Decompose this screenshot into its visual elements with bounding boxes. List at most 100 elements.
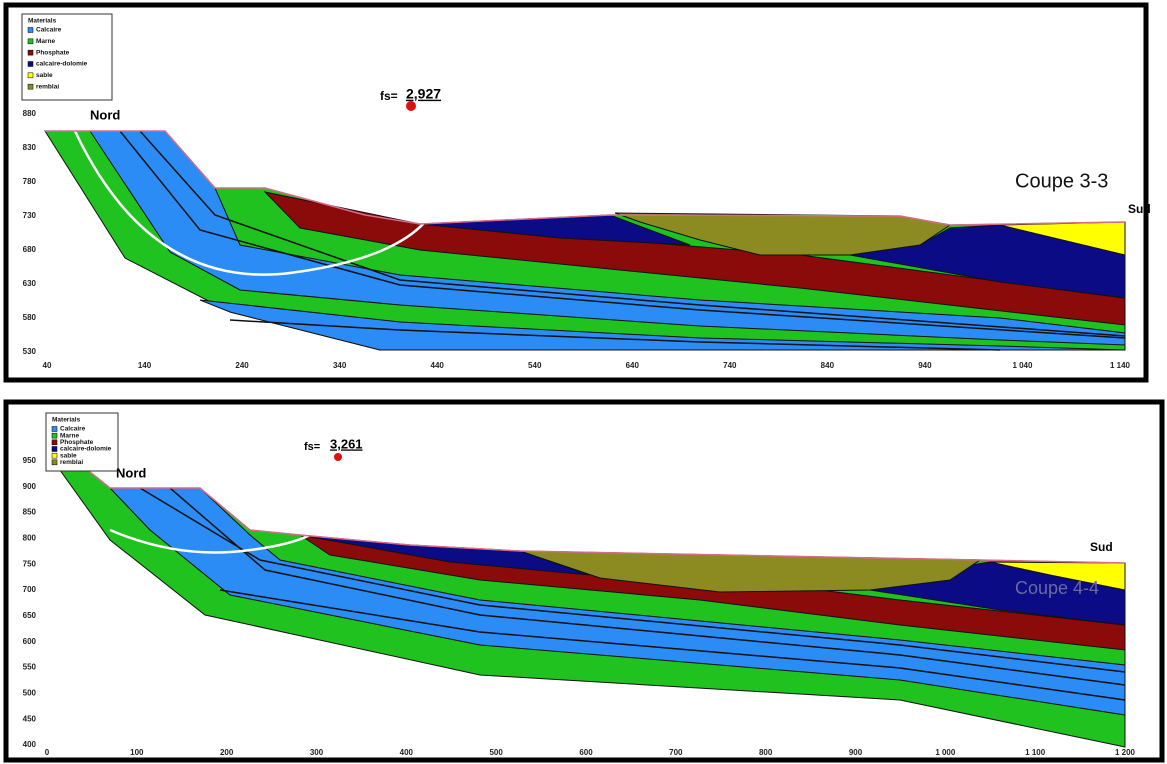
north-label: Nord <box>90 107 120 122</box>
legend-swatch <box>51 446 58 452</box>
x-tick-label: 240 <box>235 361 249 370</box>
bedding-line <box>139 487 1126 673</box>
x-tick-label: 0 <box>45 748 50 757</box>
x-tick-label: 700 <box>669 748 683 757</box>
y-tick-label: 850 <box>23 508 37 517</box>
legend-swatch <box>27 72 34 79</box>
x-tick-label: 200 <box>220 748 234 757</box>
legend-swatch <box>27 27 34 33</box>
x-tick-label: 100 <box>130 748 144 757</box>
y-tick-label: 750 <box>23 559 37 568</box>
x-tick-label: 440 <box>431 361 445 370</box>
legend-box <box>45 412 119 472</box>
bedding-line <box>119 130 1126 339</box>
slip-center <box>406 101 416 111</box>
y-tick-label: 550 <box>23 663 37 672</box>
x-tick-label: 540 <box>528 361 542 370</box>
legend-label: remblai <box>60 459 83 466</box>
legend-label: Calcaire <box>60 426 86 433</box>
bedding-lines <box>119 130 1126 351</box>
y-tick-label: 680 <box>23 245 37 254</box>
legend-label: sable <box>60 452 77 459</box>
legend-label: Phosphate <box>60 439 94 446</box>
y-tick-label: 700 <box>23 585 37 594</box>
legend-label: Marne <box>36 38 56 45</box>
x-tick-label: 300 <box>310 748 324 757</box>
legend-label: Phosphate <box>36 49 70 56</box>
ground-surface <box>46 451 1126 564</box>
legend-title: Materials <box>52 417 81 424</box>
fs-label: fs= <box>304 441 320 453</box>
layer-calcaire <box>199 299 1126 351</box>
legend-label: Marne <box>60 432 80 439</box>
legend-swatch <box>51 459 58 466</box>
legend-swatch <box>51 452 58 459</box>
x-tick-label: 340 <box>333 361 347 370</box>
x-tick-label: 1 100 <box>1025 748 1046 757</box>
x-tick-label: 1 000 <box>935 748 956 757</box>
ground-surface <box>45 130 1126 226</box>
y-tick-label: 730 <box>23 211 37 220</box>
x-tick-label: 1 200 <box>1115 748 1136 757</box>
section-label: Coupe 3-3 <box>1015 170 1108 192</box>
layer-calcaire <box>108 487 1126 716</box>
slip-circle <box>73 130 426 276</box>
y-tick-label: 530 <box>23 347 37 356</box>
legend-swatch <box>27 61 34 67</box>
x-tick-label: 900 <box>849 748 863 757</box>
y-tick-label: 580 <box>23 313 37 322</box>
x-tick-label: 1 140 <box>1110 361 1131 370</box>
x-tick-label: 500 <box>489 748 503 757</box>
south-label: Sud <box>1128 202 1151 216</box>
bedding-line <box>139 130 1126 337</box>
y-tick-label: 650 <box>23 611 37 620</box>
legend-swatch <box>51 426 58 432</box>
bedding-line <box>219 589 1126 701</box>
y-tick-label: 830 <box>23 143 37 152</box>
legend-swatch <box>27 49 34 56</box>
slip-circle <box>109 528 311 554</box>
y-tick-label: 600 <box>23 637 37 646</box>
north-label: Nord <box>116 465 146 480</box>
y-tick-label: 800 <box>23 534 37 543</box>
x-tick-label: 140 <box>138 361 152 370</box>
x-tick-label: 640 <box>626 361 640 370</box>
bedding-line <box>169 487 1126 686</box>
section-label: Coupe 4-4 <box>1015 578 1099 598</box>
bedding-line <box>229 319 1001 351</box>
x-tick-label: 40 <box>43 361 52 370</box>
legend-label: sable <box>36 72 53 79</box>
y-tick-label: 450 <box>23 714 37 723</box>
y-tick-label: 630 <box>23 279 37 288</box>
y-tick-label: 780 <box>23 177 37 186</box>
x-tick-label: 1 040 <box>1012 361 1033 370</box>
legend-label: calcaire-dolomie <box>36 61 88 68</box>
legend-swatch <box>51 432 58 439</box>
legend-title: Materials <box>28 18 57 25</box>
legend-label: Calcaire <box>36 27 62 34</box>
x-tick-label: 800 <box>759 748 773 757</box>
fs-value: 3,261 <box>330 436 363 451</box>
x-tick-label: 400 <box>400 748 414 757</box>
y-tick-label: 880 <box>23 109 37 118</box>
y-tick-label: 950 <box>23 456 37 465</box>
legend-swatch <box>51 439 58 446</box>
legend-label: calcaire-dolomie <box>60 446 112 453</box>
fs-label: fs= <box>380 89 398 103</box>
y-tick-label: 400 <box>23 740 37 749</box>
legend-swatch <box>27 83 34 90</box>
fs-value: 2,927 <box>406 86 441 102</box>
slip-center <box>334 453 342 461</box>
legend-box <box>21 13 113 101</box>
section-panel: 950 900 850 800 750 700 650 600 550 500 450 400 0 100… <box>3 399 1165 763</box>
x-tick-label: 840 <box>821 361 835 370</box>
y-tick-label: 500 <box>23 688 37 697</box>
x-tick-label: 740 <box>723 361 737 370</box>
x-tick-label: 940 <box>918 361 932 370</box>
bedding-lines <box>139 487 1126 701</box>
y-tick-label: 900 <box>23 482 37 491</box>
south-label: Sud <box>1090 540 1113 554</box>
legend-label: remblai <box>36 83 59 90</box>
x-tick-label: 600 <box>579 748 593 757</box>
